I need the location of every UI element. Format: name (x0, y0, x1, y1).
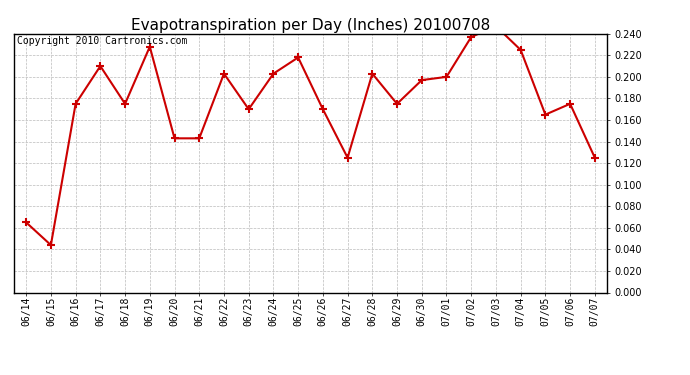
Title: Evapotranspiration per Day (Inches) 20100708: Evapotranspiration per Day (Inches) 2010… (131, 18, 490, 33)
Text: Copyright 2010 Cartronics.com: Copyright 2010 Cartronics.com (17, 36, 187, 46)
